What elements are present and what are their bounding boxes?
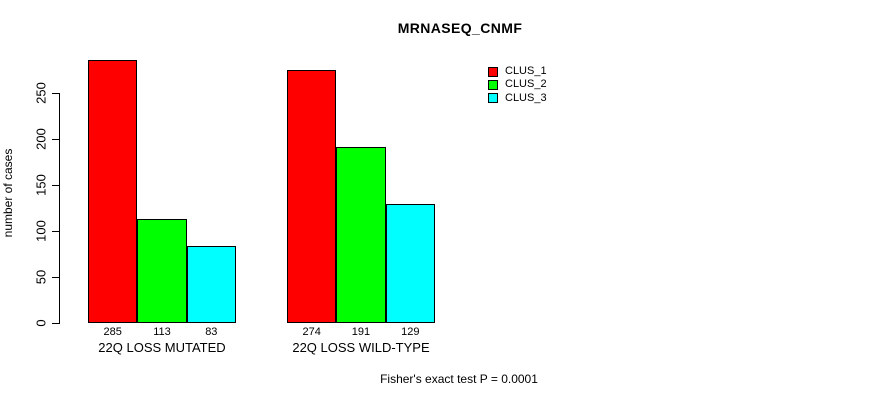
legend-color-swatch — [488, 93, 498, 104]
legend-item: CLUS_2 — [488, 79, 547, 90]
y-axis-line — [59, 92, 60, 324]
legend-item-label: CLUS_2 — [505, 78, 547, 91]
y-axis-tick-label: 0 — [33, 319, 49, 327]
legend-item-label: CLUS_3 — [505, 91, 547, 104]
y-axis-label: number of cases — [1, 148, 15, 238]
y-axis-tick — [52, 184, 59, 186]
bar-value-label: 129 — [401, 326, 420, 338]
bar-clus_3 — [385, 204, 435, 323]
y-axis-tick-label: 200 — [33, 127, 49, 150]
legend-item-label: CLUS_1 — [505, 65, 547, 77]
bar-value-label: 113 — [153, 326, 171, 338]
bar-clus_1 — [287, 70, 337, 323]
legend-item: CLUS_1 — [488, 66, 547, 77]
y-axis-tick — [52, 92, 59, 94]
bar-clus_2 — [336, 146, 386, 323]
legend-color-swatch — [488, 66, 498, 77]
chart-title: MRNASEQ_CNMF — [397, 20, 523, 36]
bar-value-label: 285 — [103, 326, 122, 338]
bar-clus_3 — [186, 246, 236, 323]
y-axis-tick-label: 50 — [33, 269, 49, 285]
y-axis-tick — [52, 276, 59, 278]
bar-value-label: 274 — [302, 326, 321, 338]
bar-value-label: 83 — [205, 326, 218, 338]
legend-item: CLUS_3 — [488, 91, 547, 104]
bar-clus_1 — [88, 60, 138, 323]
bar-clus_2 — [137, 218, 187, 323]
y-axis-tick — [52, 323, 59, 324]
y-axis-tick — [52, 230, 59, 232]
bar-value-label: 191 — [351, 326, 371, 338]
annotation-text: Fisher's exact test P = 0.0001 — [380, 372, 538, 386]
y-axis-tick-label: 150 — [33, 173, 49, 196]
x-axis-group-label: 22Q LOSS MUTATED — [98, 340, 226, 355]
x-axis-group-label: 22Q LOSS WILD-TYPE — [292, 340, 430, 355]
legend-color-swatch — [488, 79, 498, 90]
y-axis-tick-label: 100 — [33, 219, 49, 242]
y-axis-tick-label: 250 — [33, 81, 49, 104]
y-axis-tick — [52, 138, 59, 140]
